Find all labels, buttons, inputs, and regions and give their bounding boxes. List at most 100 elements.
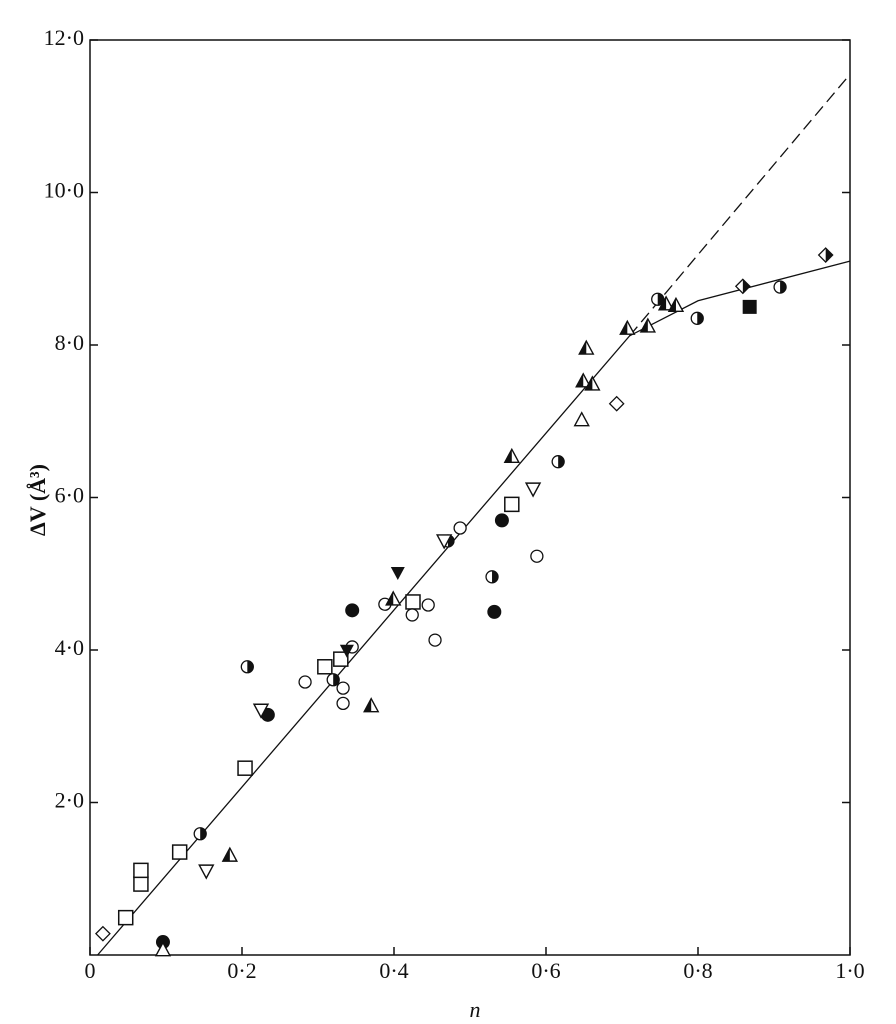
data-point [345, 603, 360, 618]
data-point [503, 447, 520, 464]
marker-fill [668, 298, 676, 312]
marker-fill [585, 376, 593, 390]
data-point [336, 696, 350, 711]
data-point [428, 633, 442, 647]
data-point [639, 317, 657, 333]
data-point [551, 455, 565, 469]
marker-shape [390, 566, 405, 580]
marker-shape [428, 633, 442, 647]
marker-shape [117, 909, 134, 926]
data-point [421, 598, 435, 612]
data-point [198, 864, 215, 880]
y-axis-label: ΔV (Å³) [25, 464, 50, 536]
marker-shape [133, 862, 149, 879]
marker-shape [339, 644, 354, 658]
data-point [237, 760, 253, 776]
marker-fill [825, 248, 833, 263]
data-point [339, 644, 354, 658]
data-point [221, 846, 239, 862]
data-point [133, 876, 149, 892]
data-point [117, 909, 134, 926]
y-tick-label: 6·0 [55, 483, 84, 508]
data-point [690, 311, 704, 325]
y-tick-label: 8·0 [55, 330, 84, 355]
marker-shape [421, 598, 435, 612]
marker-shape [133, 876, 149, 892]
data-point [405, 608, 419, 622]
data-point [390, 566, 405, 580]
x-tick-label: 0·6 [531, 958, 560, 983]
marker-shape [336, 681, 350, 695]
marker-fill [697, 312, 704, 325]
marker-shape [171, 844, 188, 860]
x-tick-label: 0·4 [379, 958, 408, 983]
data-point [651, 292, 665, 306]
marker-shape [487, 604, 502, 619]
marker-shape [336, 696, 350, 711]
data-point [487, 604, 502, 619]
data-point [494, 513, 509, 528]
data-point [504, 496, 520, 513]
data-point [524, 482, 542, 498]
data-point [298, 675, 312, 689]
data-point [336, 681, 350, 695]
data-point [817, 247, 834, 263]
marker-shape [95, 925, 111, 942]
data-point [95, 925, 111, 942]
marker-fill [504, 449, 512, 463]
marker-shape [573, 411, 590, 427]
y-tick-label: 10·0 [44, 178, 84, 203]
marker-fill [579, 341, 587, 355]
marker-fill [620, 321, 628, 335]
data-point [575, 372, 592, 388]
marker-shape [252, 703, 270, 719]
marker-fill [333, 673, 340, 686]
marker-shape [405, 608, 419, 622]
marker-shape [317, 659, 333, 675]
data-point [453, 521, 467, 535]
marker-shape [524, 482, 542, 498]
data-point [657, 295, 675, 311]
marker-fill [659, 296, 667, 310]
marker-fill [780, 281, 787, 294]
x-tick-label: 0·2 [227, 958, 256, 983]
x-axis-label: n [470, 997, 481, 1022]
data-point [619, 319, 636, 335]
x-tick-label: 1·0 [835, 958, 864, 983]
marker-fill [640, 318, 648, 332]
data-point [667, 296, 685, 313]
data-point [193, 827, 207, 841]
data-point [171, 844, 188, 860]
data-point [773, 280, 787, 294]
data-point [133, 862, 149, 879]
data-point [154, 941, 172, 957]
data-point [326, 673, 340, 687]
data-point [578, 339, 595, 355]
marker-fill [200, 827, 207, 840]
marker-fill [657, 293, 664, 306]
data-point [608, 395, 625, 412]
data-point [584, 375, 601, 391]
data-point [317, 659, 333, 675]
data-point [530, 549, 544, 563]
marker-shape [333, 651, 349, 667]
data-point [252, 703, 270, 719]
data-point [734, 278, 751, 295]
y-tick-label: 12·0 [44, 25, 84, 50]
data-point [333, 651, 349, 667]
y-tick-label: 2·0 [55, 788, 84, 813]
data-point [405, 594, 421, 610]
marker-shape [742, 299, 757, 314]
marker-fill [492, 570, 499, 583]
marker-shape [530, 549, 544, 563]
data-point [485, 570, 499, 584]
marker-shape [435, 534, 453, 550]
data-point [573, 411, 590, 427]
marker-shape [494, 513, 509, 528]
marker-shape [345, 603, 360, 618]
fit-line [97, 260, 851, 956]
marker-shape [154, 941, 172, 957]
data-point [435, 534, 453, 550]
x-tick-label: 0·8 [683, 958, 712, 983]
plot-frame [89, 39, 851, 956]
